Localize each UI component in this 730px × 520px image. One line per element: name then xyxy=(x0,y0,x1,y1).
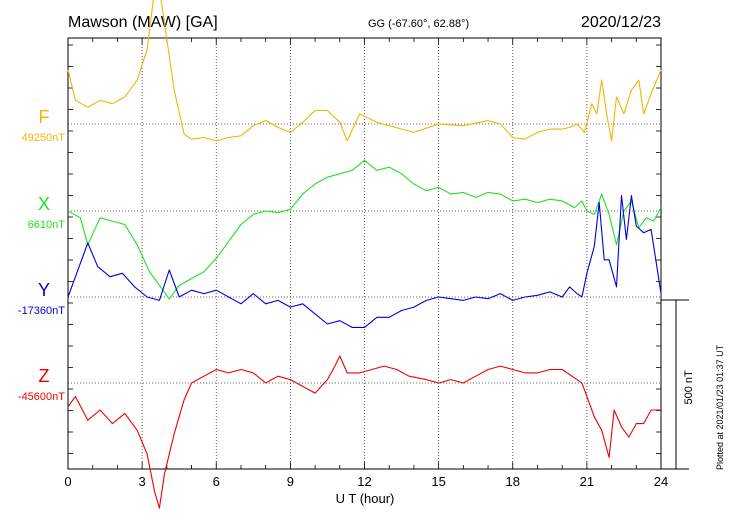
series-layer: F 49250nT X 6610nT Y -17360nT Z -45600nT xyxy=(18,0,662,509)
x-tick-label: 12 xyxy=(357,474,371,489)
x-tick-label: 6 xyxy=(213,474,220,489)
series-line-y xyxy=(67,195,662,328)
station-title: Mawson (MAW) [GA] xyxy=(68,14,218,31)
series-name-x: X xyxy=(38,194,50,214)
baseline-label-f: 49250nT xyxy=(22,132,66,144)
scale-bar: 500 nT xyxy=(661,299,695,470)
series-line-x xyxy=(67,159,662,300)
series-line-z xyxy=(67,355,661,509)
station-coordinates: GG (-67.60°, 62.88°) xyxy=(368,18,469,30)
baseline-label-z: -45600nT xyxy=(18,391,65,403)
chart-grid xyxy=(68,38,661,469)
x-tick-label: 15 xyxy=(431,474,445,489)
series-name-z: Z xyxy=(39,366,50,386)
x-tick-label: 0 xyxy=(64,474,71,489)
x-axis-label: U T (hour) xyxy=(336,491,395,506)
series-line-f xyxy=(67,0,662,142)
baseline-label-y: -17360nT xyxy=(18,305,65,317)
chart-axes: 0 3 6 9 12 15 18 21 24 xyxy=(64,37,668,489)
chart-date: 2020/12/23 xyxy=(581,14,661,31)
series-name-y: Y xyxy=(38,280,50,300)
scale-bar-label: 500 nT xyxy=(683,370,695,405)
x-tick-label: 18 xyxy=(506,474,520,489)
x-tick-label: 3 xyxy=(139,474,146,489)
plotted-timestamp: Plotted at 2021/01/23 01:37 UT xyxy=(715,344,725,470)
x-tick-label: 21 xyxy=(580,474,594,489)
baseline-label-x: 6610nT xyxy=(28,219,66,231)
series-name-f: F xyxy=(39,107,50,127)
x-tick-label: 24 xyxy=(654,474,668,489)
x-tick-label: 9 xyxy=(287,474,294,489)
